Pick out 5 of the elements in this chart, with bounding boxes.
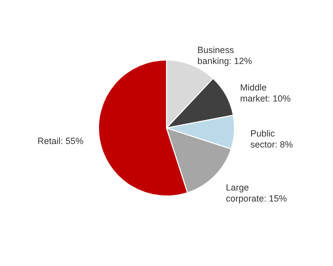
slice-label: Retail: 55% bbox=[38, 136, 84, 146]
slice-label: Business banking: 12% bbox=[197, 44, 252, 66]
slice-label: Public sector: 8% bbox=[250, 128, 293, 150]
slice-label: Middle market: 10% bbox=[240, 82, 291, 104]
slice-label: Large corporate: 15% bbox=[226, 182, 287, 204]
